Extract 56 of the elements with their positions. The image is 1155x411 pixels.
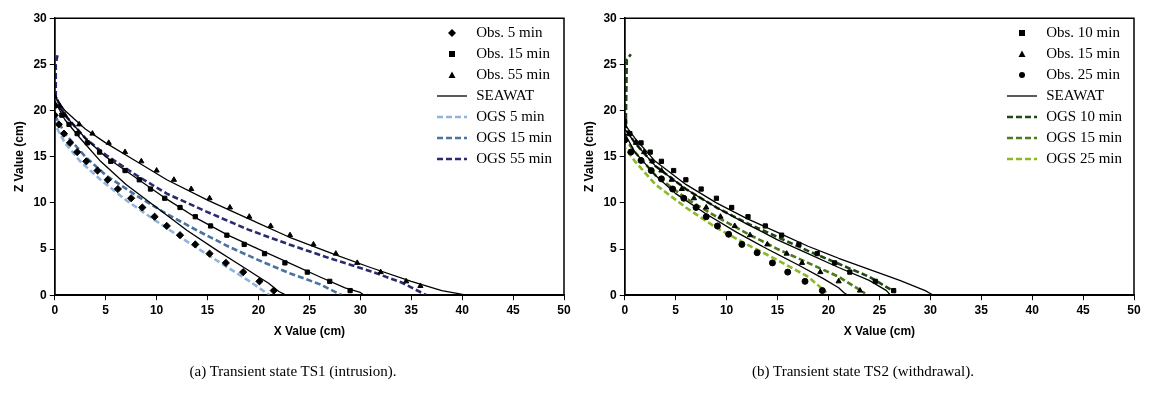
x-tick-label: 30 (353, 302, 368, 317)
y-tick-label: 0 (610, 287, 618, 302)
legend-label: OGS 10 min (1046, 108, 1122, 125)
legend-label: Obs. 55 min (476, 66, 550, 83)
x-tick-label: 20 (821, 302, 836, 317)
y-tick-label: 30 (603, 10, 618, 25)
x-tick-label: 35 (974, 302, 989, 317)
legend-label: OGS 25 min (1046, 150, 1122, 167)
x-tick-label: 45 (506, 302, 521, 317)
x-tick-label: 40 (1025, 302, 1040, 317)
x-tick-label: 45 (1076, 302, 1091, 317)
x-tick-label: 5 (672, 302, 680, 317)
legend-label: OGS 55 min (476, 150, 552, 167)
y-tick-label: 30 (33, 10, 48, 25)
legend-label: OGS 5 min (476, 108, 545, 125)
legend-label: OGS 15 min (476, 129, 552, 146)
x-tick-label: 15 (200, 302, 215, 317)
legend-label: Obs. 5 min (476, 24, 543, 41)
legend-label: Obs. 15 min (1046, 45, 1120, 62)
x-tick-label: 25 (302, 302, 317, 317)
legend-label: OGS 15 min (1046, 129, 1122, 146)
y-axis-title: Z Value (cm) (11, 121, 26, 193)
legend-label: Obs. 10 min (1046, 24, 1120, 41)
y-tick-label: 10 (33, 195, 48, 210)
x-axis-title: X Value (cm) (843, 324, 916, 339)
x-tick-label: 35 (404, 302, 419, 317)
x-tick-label: 5 (102, 302, 110, 317)
x-tick-label: 50 (557, 302, 571, 317)
y-tick-label: 25 (33, 56, 48, 71)
legend-label: Obs. 15 min (476, 45, 550, 62)
y-tick-label: 0 (40, 287, 48, 302)
x-tick-label: 50 (1127, 302, 1141, 317)
y-tick-label: 15 (33, 149, 48, 164)
x-tick-label: 10 (149, 302, 164, 317)
y-tick-label: 20 (33, 102, 48, 117)
x-tick-label: 40 (455, 302, 470, 317)
y-tick-label: 15 (603, 149, 618, 164)
y-tick-label: 10 (603, 195, 618, 210)
text: (b) Transient state TS2 (withdrawal). (751, 363, 975, 380)
x-tick-label: 0 (51, 302, 59, 317)
x-tick-label: 20 (251, 302, 266, 317)
legend-label: SEAWAT (1046, 87, 1105, 104)
y-tick-label: 5 (40, 241, 48, 256)
y-tick-label: 5 (610, 241, 618, 256)
x-tick-label: 15 (770, 302, 785, 317)
text: (a) Transient state TS1 (intrusion). (188, 363, 398, 380)
x-tick-label: 0 (621, 302, 629, 317)
y-tick-label: 20 (603, 102, 618, 117)
y-tick-label: 25 (603, 56, 618, 71)
legend-label: Obs. 25 min (1046, 66, 1120, 83)
y-axis-title: Z Value (cm) (581, 121, 596, 193)
x-axis-title: X Value (cm) (273, 324, 346, 339)
legend-label: SEAWAT (476, 87, 535, 104)
x-tick-label: 25 (872, 302, 887, 317)
x-tick-label: 30 (923, 302, 938, 317)
x-tick-label: 10 (719, 302, 734, 317)
